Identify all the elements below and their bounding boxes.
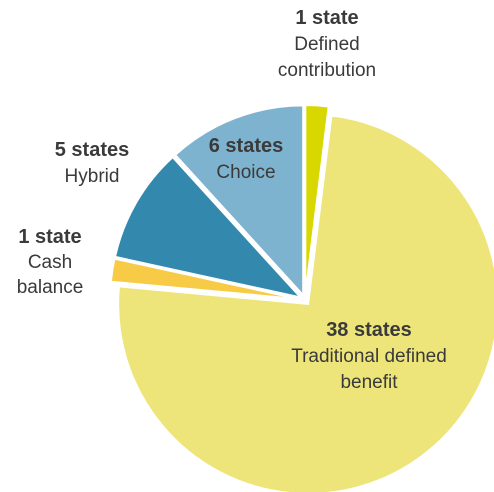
label-traditional-name-line1: Traditional defined [291, 346, 447, 367]
label-choice-count: 6 states [209, 135, 284, 157]
pie-slice-choice [173, 104, 305, 298]
label-hybrid-count: 5 states [55, 139, 130, 161]
pie-slice-cash-balance [109, 257, 301, 301]
label-defined-contribution-count: 1 state [295, 7, 358, 29]
label-cash-balance-name-line2: balance [17, 277, 84, 298]
label-choice-name: Choice [216, 162, 275, 183]
label-cash-balance-name-line1: Cash [28, 252, 72, 273]
label-traditional-name-line2: benefit [340, 372, 398, 393]
label-traditional-count: 38 states [326, 319, 412, 341]
pie-slice-hybrid [113, 155, 304, 300]
pie-slice-defined-contribution [304, 104, 330, 296]
pie-slices [109, 104, 494, 492]
label-defined-contribution-name-line2: contribution [278, 60, 376, 81]
label-hybrid-name: Hybrid [65, 166, 120, 187]
label-defined-contribution-name-line1: Defined [294, 34, 360, 55]
pie-slice-traditional-defined-benefit [117, 114, 494, 492]
label-cash-balance-count: 1 state [18, 226, 81, 248]
